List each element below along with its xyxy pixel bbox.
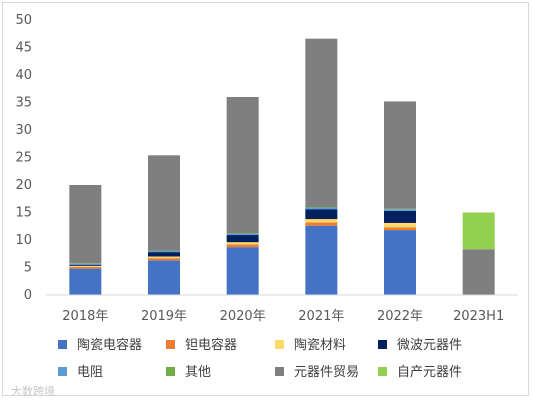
bar-segment <box>148 256 180 259</box>
x-tick-label: 2019年 <box>141 309 187 324</box>
bar-segment <box>148 251 180 253</box>
legend-label: 微波元器件 <box>397 338 462 353</box>
bar-segment <box>384 209 416 211</box>
x-tick-label: 2023H1 <box>453 309 504 324</box>
y-axis: 0 5 10 15 20 25 30 35 40 45 50 <box>15 13 32 303</box>
bar-segment <box>305 209 338 220</box>
bar-segment <box>384 208 416 210</box>
bar-segment <box>69 265 102 267</box>
bar-segment <box>69 263 102 264</box>
bar-segment <box>69 264 102 266</box>
bar-segment <box>384 210 416 223</box>
legend-label: 陶瓷电容器 <box>77 337 142 353</box>
legend-label: 钽电容器 <box>185 337 237 353</box>
x-tick-label: 2021年 <box>298 309 344 324</box>
legend-swatch <box>166 340 175 349</box>
bar-segment <box>148 260 180 295</box>
legend-label: 其他 <box>185 365 211 380</box>
bar-segment <box>305 207 338 208</box>
bar-segment <box>305 225 338 295</box>
y-tick-label: 15 <box>15 206 32 221</box>
bar-segment <box>148 250 180 251</box>
bar-segment <box>148 155 180 251</box>
bar-segment <box>305 38 338 208</box>
legend-swatch <box>275 340 284 349</box>
bars <box>69 38 495 295</box>
legend-swatch <box>58 340 67 349</box>
y-tick-label: 0 <box>24 288 32 303</box>
bar-segment <box>69 266 102 269</box>
bar-segment <box>148 252 180 257</box>
y-tick-label: 40 <box>15 68 32 83</box>
bar-segment <box>305 222 338 226</box>
bar-segment <box>226 235 259 243</box>
x-axis: 2018年 2019年 2020年 2021年 2022年 2023H1 <box>62 309 504 324</box>
y-tick-label: 45 <box>15 41 32 56</box>
bar-segment <box>305 207 338 210</box>
y-tick-label: 10 <box>15 233 32 248</box>
legend-label: 自产元器件 <box>397 365 462 380</box>
legend-swatch <box>275 367 284 376</box>
bar-segment <box>226 233 259 234</box>
x-tick-label: 2020年 <box>220 309 266 324</box>
bar-segment <box>384 230 416 295</box>
bar-segment <box>384 227 416 231</box>
bar-segment <box>384 101 416 209</box>
stacked-bar-chart: 0 5 10 15 20 25 30 35 40 45 50 2018年 2019年 2020年 2021… <box>15 13 518 380</box>
legend-label: 陶瓷材料 <box>294 337 346 353</box>
y-tick-label: 25 <box>15 151 32 166</box>
legend-swatch <box>58 367 67 376</box>
y-tick-label: 20 <box>15 178 32 193</box>
bar-segment <box>226 233 259 236</box>
legend-swatch <box>378 367 387 376</box>
bar-segment <box>226 244 259 248</box>
bar-segment <box>305 219 338 223</box>
bar-segment <box>69 263 102 265</box>
legend-label: 元器件贸易 <box>294 365 359 380</box>
x-tick-label: 2022年 <box>377 309 423 324</box>
x-tick-label: 2018年 <box>62 309 108 324</box>
y-tick-label: 5 <box>24 261 32 276</box>
watermark: 大数跨境 <box>11 385 55 398</box>
bar-segment <box>69 185 102 264</box>
legend-swatch <box>378 340 387 349</box>
bar-segment <box>226 97 259 234</box>
bar-segment <box>69 268 102 295</box>
bar-segment <box>462 249 495 295</box>
bar-segment <box>148 258 180 261</box>
y-tick-label: 35 <box>15 96 32 111</box>
y-tick-label: 30 <box>15 123 32 138</box>
bar-segment <box>462 212 495 250</box>
legend-label: 电阻 <box>77 365 103 380</box>
chart-frame: 0 5 10 15 20 25 30 35 40 45 50 2018年 2019年 2020年 2021… <box>2 2 529 398</box>
bar-segment <box>226 247 259 295</box>
bar-segment <box>226 242 259 245</box>
y-tick-label: 50 <box>15 13 32 28</box>
legend-swatch <box>166 367 175 376</box>
bar-segment <box>384 222 416 228</box>
